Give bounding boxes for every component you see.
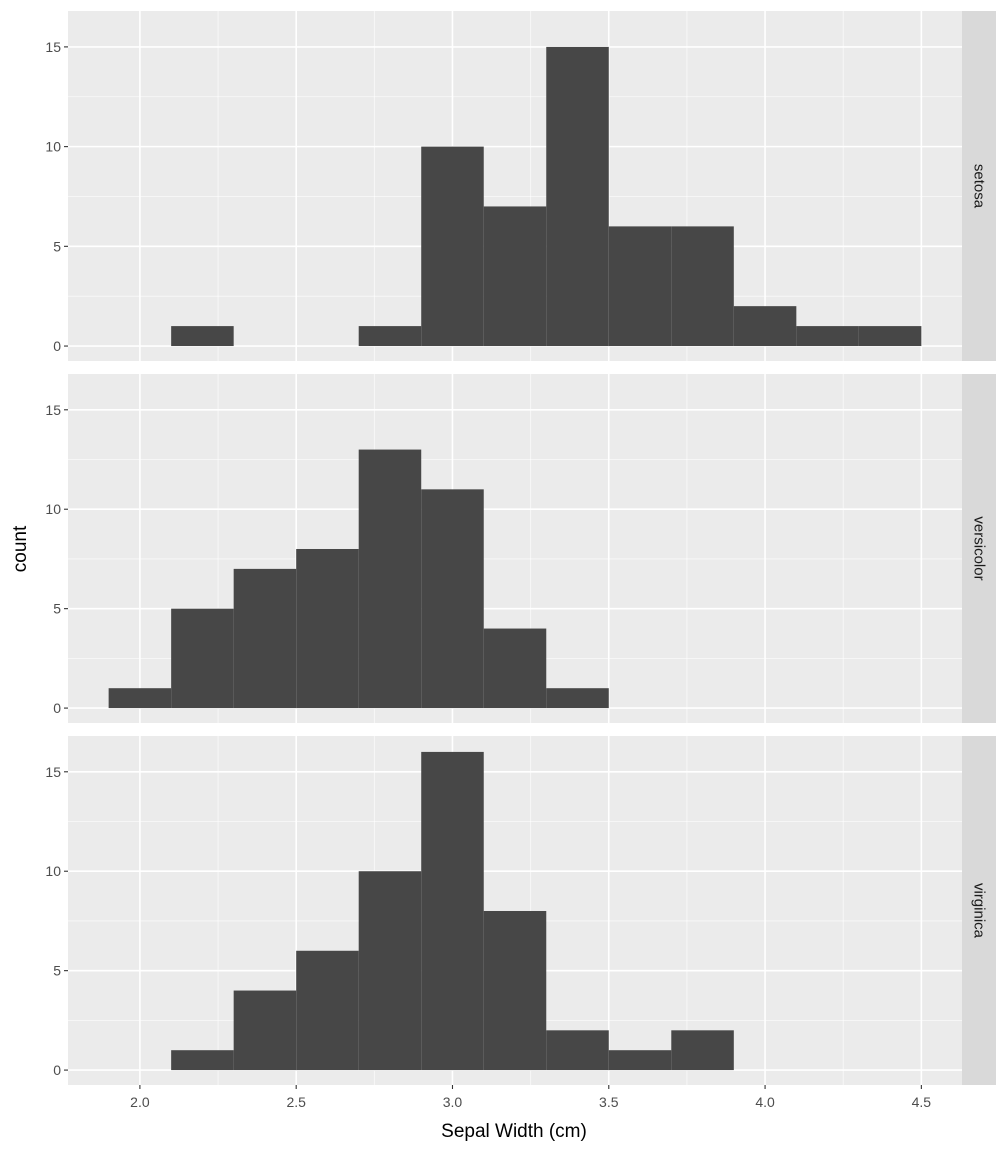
histogram-bar [108,688,172,709]
histogram-bar [546,46,609,347]
y-tick-label: 0 [53,1062,61,1078]
y-tick-label: 5 [53,238,61,254]
facet-panel-setosa: 0 5 10 15 setosa [45,11,996,361]
histogram-bar [171,608,234,709]
histogram-bar [733,306,797,347]
facet-strip [962,11,996,361]
histogram-bar [296,548,359,709]
x-tick-label: 2.0 [130,1094,150,1110]
x-tick-label: 2.5 [286,1094,306,1110]
x-axis: 2.0 2.5 3.0 3.5 4.0 4.5 [130,1085,931,1110]
histogram-bar [233,568,297,709]
facet-strip [962,374,996,723]
y-tick-label: 0 [53,338,61,354]
facet-panel-versicolor: 0 5 10 15 versicolor [45,374,996,723]
histogram-bar [608,226,672,347]
histogram-bar [421,489,484,709]
histogram-bar [858,326,922,347]
facet-strip-label: setosa [971,164,988,209]
histogram-bar [483,910,547,1071]
histogram-bar [546,1030,609,1071]
histogram-bar [483,206,547,347]
y-axis-title: count [10,525,31,572]
histogram-bar [358,326,422,347]
facet-strip-label: versicolor [971,516,988,580]
x-tick-label: 4.5 [912,1094,932,1110]
histogram-bar [421,751,484,1071]
histogram-bar [671,1030,734,1071]
histogram-bar [171,326,234,347]
histogram-bar [233,990,297,1071]
y-tick-label: 10 [45,501,61,517]
histogram-bar [358,871,422,1071]
x-tick-label: 3.5 [599,1094,619,1110]
x-tick-label: 4.0 [755,1094,775,1110]
histogram-bar [296,950,359,1071]
y-tick-label: 10 [45,863,61,879]
histogram-bar [608,1050,672,1071]
x-axis-title: Sepal Width (cm) [441,1121,587,1142]
y-tick-label: 5 [53,601,61,617]
x-tick-label: 3.0 [443,1094,463,1110]
y-tick-label: 0 [53,700,61,716]
histogram-bar [546,688,609,709]
histogram-bar [796,326,859,347]
facet-panel-virginica: 0 5 10 15 virginica [45,736,996,1085]
histogram-bar [671,226,734,347]
facet-strip [962,736,996,1085]
histogram-bar [483,628,547,709]
y-tick-label: 10 [45,139,61,155]
histogram-bar [171,1050,234,1071]
histogram-bar [358,449,422,709]
facet-panels: 0 5 10 15 setosa 0 5 10 15 versicolor 0 5 10 15 virgin… [45,11,996,1085]
y-tick-label: 15 [45,402,61,418]
y-tick-label: 5 [53,963,61,979]
histogram-bar [421,146,484,347]
y-tick-label: 15 [45,39,61,55]
y-tick-label: 15 [45,764,61,780]
facet-strip-label: virginica [971,883,988,939]
